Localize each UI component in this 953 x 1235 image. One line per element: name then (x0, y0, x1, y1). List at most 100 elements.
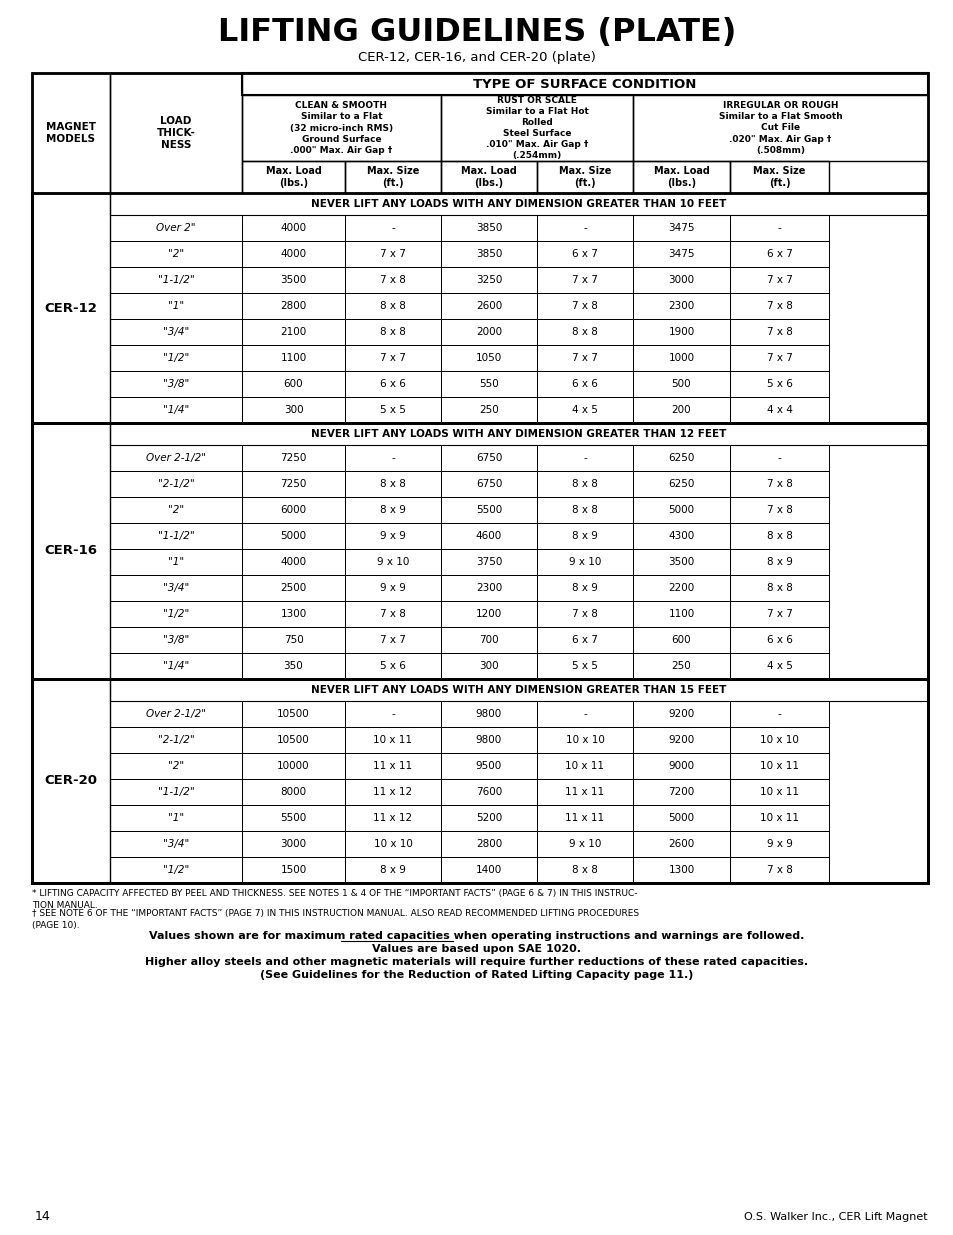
Bar (110, 319, 242, 345)
Bar (729, 857, 828, 883)
Text: "1/4": "1/4" (163, 405, 189, 415)
Bar (633, 576, 729, 601)
Text: 6 x 7: 6 x 7 (572, 249, 598, 259)
Text: 250: 250 (478, 405, 498, 415)
Text: Values are based upon SAE 1020.: Values are based upon SAE 1020. (372, 944, 581, 953)
Bar (440, 345, 537, 370)
Text: Max. Load
(lbs.): Max. Load (lbs.) (265, 165, 321, 188)
Bar (242, 445, 345, 471)
Bar (242, 653, 345, 679)
Text: 9 x 10: 9 x 10 (568, 839, 600, 848)
Text: "3/8": "3/8" (163, 635, 189, 645)
Bar (440, 370, 537, 396)
Text: 350: 350 (283, 661, 303, 671)
Bar (242, 161, 345, 193)
Text: 7 x 7: 7 x 7 (572, 353, 598, 363)
Bar (345, 267, 440, 293)
Text: "2": "2" (168, 249, 184, 259)
Text: "1": "1" (168, 557, 184, 567)
Bar (729, 319, 828, 345)
Text: 6750: 6750 (476, 479, 501, 489)
Text: 7 x 7: 7 x 7 (572, 275, 598, 285)
Text: (See Guidelines for the Reduction of Rated Lifting Capacity page 11.): (See Guidelines for the Reduction of Rat… (260, 969, 693, 981)
Text: "2": "2" (168, 761, 184, 771)
Bar (110, 267, 242, 293)
Text: 9 x 9: 9 x 9 (379, 531, 406, 541)
Text: 11 x 11: 11 x 11 (565, 813, 604, 823)
Bar (633, 753, 729, 779)
Text: 2300: 2300 (668, 301, 694, 311)
Text: CLEAN & SMOOTH
Similar to a Flat
(32 micro-inch RMS)
Ground Surface
.000" Max. A: CLEAN & SMOOTH Similar to a Flat (32 mic… (290, 101, 393, 154)
Text: 2300: 2300 (476, 583, 501, 593)
Text: 3500: 3500 (668, 557, 694, 567)
Bar (440, 601, 537, 627)
Bar (537, 857, 633, 883)
Text: 8 x 9: 8 x 9 (766, 557, 792, 567)
Bar (729, 445, 828, 471)
Bar (729, 550, 828, 576)
Bar (32, 193, 110, 424)
Bar (633, 627, 729, 653)
Text: 11 x 11: 11 x 11 (373, 761, 412, 771)
Text: 1100: 1100 (668, 609, 694, 619)
Text: 4000: 4000 (280, 557, 306, 567)
Bar (537, 831, 633, 857)
Text: 5 x 5: 5 x 5 (379, 405, 406, 415)
Bar (729, 496, 828, 522)
Text: 5000: 5000 (280, 531, 306, 541)
Text: 5000: 5000 (668, 505, 694, 515)
Text: 1050: 1050 (476, 353, 501, 363)
Bar (729, 779, 828, 805)
Bar (633, 345, 729, 370)
Text: 1300: 1300 (280, 609, 306, 619)
Text: 8 x 9: 8 x 9 (572, 583, 598, 593)
Bar (345, 161, 440, 193)
Text: 3500: 3500 (280, 275, 306, 285)
Bar (729, 653, 828, 679)
Text: 6 x 7: 6 x 7 (766, 249, 792, 259)
Bar (537, 753, 633, 779)
Text: Values shown are for maximum rated capacities when operating instructions and wa: Values shown are for maximum rated capac… (150, 931, 803, 941)
Bar (32, 424, 927, 679)
Text: 7 x 7: 7 x 7 (766, 609, 792, 619)
Bar (345, 471, 440, 496)
Bar (729, 627, 828, 653)
Bar (242, 805, 345, 831)
Bar (110, 653, 242, 679)
Bar (345, 805, 440, 831)
Text: 600: 600 (283, 379, 303, 389)
Bar (110, 241, 242, 267)
Text: 300: 300 (478, 661, 498, 671)
Text: Max. Load
(lbs.): Max. Load (lbs.) (460, 165, 517, 188)
Bar (110, 627, 242, 653)
Bar (110, 727, 242, 753)
Bar (633, 370, 729, 396)
Bar (633, 701, 729, 727)
Bar (110, 370, 242, 396)
Text: 7200: 7200 (668, 787, 694, 797)
Bar (633, 445, 729, 471)
Bar (633, 319, 729, 345)
Text: * LIFTING CAPACITY AFFECTED BY PEEL AND THICKNESS. SEE NOTES 1 & 4 OF THE “IMPOR: * LIFTING CAPACITY AFFECTED BY PEEL AND … (32, 889, 637, 910)
Text: 9800: 9800 (476, 709, 501, 719)
Bar (242, 550, 345, 576)
Bar (633, 396, 729, 424)
Text: 7 x 8: 7 x 8 (766, 864, 792, 876)
Text: 2100: 2100 (280, 327, 306, 337)
Text: 4300: 4300 (668, 531, 694, 541)
Text: 1000: 1000 (668, 353, 694, 363)
Text: 8 x 9: 8 x 9 (572, 531, 598, 541)
Bar (633, 161, 729, 193)
Text: -: - (391, 709, 395, 719)
Text: -: - (582, 224, 586, 233)
Text: 9200: 9200 (668, 735, 694, 745)
Text: 9200: 9200 (668, 709, 694, 719)
Bar (242, 727, 345, 753)
Text: 5200: 5200 (476, 813, 501, 823)
Bar (110, 679, 927, 701)
Text: 10500: 10500 (276, 735, 310, 745)
Bar (110, 576, 242, 601)
Text: 2600: 2600 (668, 839, 694, 848)
Text: "1": "1" (168, 813, 184, 823)
Bar (110, 779, 242, 805)
